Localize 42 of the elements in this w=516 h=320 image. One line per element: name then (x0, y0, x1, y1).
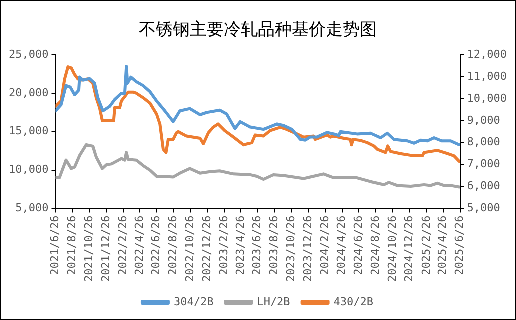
y2-tick-label: 6,000 (467, 180, 500, 193)
chart-title: 不锈钢主要冷轧品种基价走势图 (138, 19, 378, 41)
x-tick-label: 2023/10/26 (284, 216, 298, 282)
x-tick-label: 2021/8/26 (65, 216, 78, 276)
y2-tick-label: 7,000 (467, 158, 500, 171)
y-tick-label: 5,000 (16, 202, 49, 215)
x-tick-label: 2021/10/26 (82, 216, 96, 282)
y2-tick-label: 12,000 (467, 48, 508, 61)
y-tick-label: 15,000 (8, 124, 49, 138)
y2-tick-label: 8,000 (467, 136, 500, 149)
x-tick-label: 2024/2/26 (318, 216, 332, 276)
y2-tick-label: 10,000 (467, 92, 508, 105)
x-tick-label: 2024/6/26 (352, 216, 366, 276)
x-tick-label: 2022/4/26 (132, 216, 146, 276)
x-tick-label: 2022/8/26 (166, 216, 180, 276)
x-tick-label: 2023/2/26 (217, 216, 230, 276)
y2-tick-label: 5,000 (467, 202, 500, 215)
y-tick-label: 25,000 (8, 48, 49, 61)
x-tick-label: 2025/2/26 (420, 216, 433, 276)
y-tick-label: 20,000 (8, 86, 49, 100)
x-tick-label: 2023/8/26 (268, 216, 281, 276)
x-tick-label: 2023/6/26 (250, 216, 264, 276)
x-tick-label: 2021/12/26 (99, 216, 112, 282)
y2-tick-label: 11,000 (467, 70, 508, 83)
x-tick-label: 2023/4/26 (234, 216, 247, 276)
x-tick-label: 2024/4/26 (335, 216, 348, 276)
x-tick-label: 2025/4/26 (436, 216, 450, 276)
x-tick-label: 2025/6/26 (453, 216, 466, 276)
x-tick-label: 2022/2/26 (116, 216, 130, 276)
y2-tick-label: 9,000 (467, 114, 500, 127)
x-tick-label: 2024/8/26 (368, 216, 382, 276)
x-tick-label: 2022/10/26 (183, 216, 196, 282)
legend-label: LH/2B (257, 295, 291, 308)
x-tick-label: 2024/10/26 (386, 216, 399, 282)
x-tick-label: 2024/12/26 (402, 216, 416, 282)
x-tick-label: 2023/12/26 (301, 216, 314, 282)
x-tick-label: 2022/6/26 (150, 216, 163, 276)
legend-label: 304/2B (174, 295, 214, 308)
legend-label: 430/2B (334, 295, 374, 308)
x-tick-label: 2021/6/26 (48, 216, 62, 276)
x-tick-label: 2022/12/26 (200, 216, 214, 282)
y-tick-label: 10,000 (8, 163, 49, 176)
